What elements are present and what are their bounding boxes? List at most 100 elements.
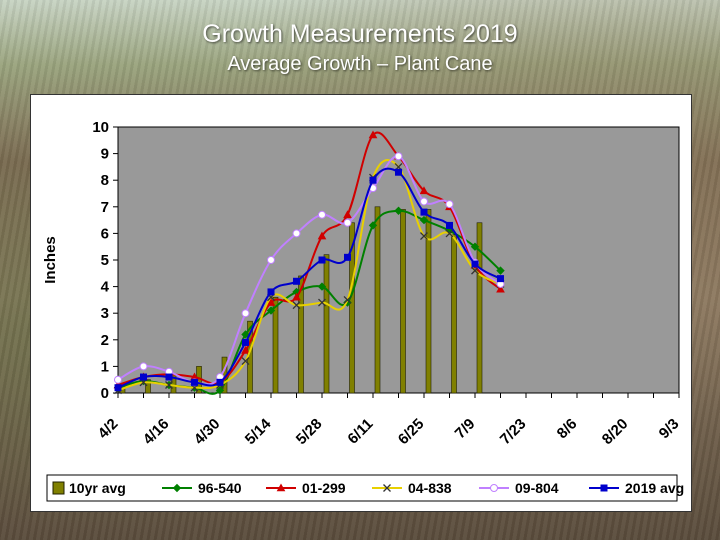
data-point: [266, 306, 276, 315]
y-tick-label: 1: [101, 358, 109, 375]
data-point: [318, 298, 326, 307]
legend-item: 04-838: [372, 480, 452, 496]
data-point: [267, 256, 275, 264]
x-tick-label: 7/23: [497, 415, 530, 448]
data-point: [114, 384, 122, 392]
legend-label: 10yr avg: [69, 480, 126, 496]
data-point: [114, 375, 122, 384]
data-point: [395, 168, 402, 176]
data-point: [165, 381, 173, 389]
data-point: [420, 208, 428, 216]
x-tick-label: 4/16: [140, 415, 173, 448]
y-tick-label: 7: [101, 199, 109, 216]
x-tick-label: 6/25: [395, 415, 428, 448]
y-tick-label: 2: [101, 332, 109, 349]
bar: [145, 379, 151, 394]
legend-label: 2019 avg: [625, 480, 684, 496]
data-point: [216, 378, 224, 386]
data-point: [344, 253, 351, 261]
legend-swatch: [52, 481, 65, 495]
bar: [425, 209, 432, 394]
growth-chart: 0 1 2 3 4 5 6 7 8 9 10 4/2 4/16 4/30 5/14 5/28 6/11 6/25…: [42, 119, 684, 502]
bar: [400, 209, 406, 394]
x-tick-label: 9/3: [656, 415, 683, 442]
data-point: [490, 484, 498, 492]
y-tick-label: 5: [101, 252, 109, 269]
data-point: [369, 176, 377, 184]
legend-item: 01-299: [266, 480, 346, 496]
data-point: [394, 152, 403, 161]
series-line: [117, 131, 502, 386]
data-point: [446, 221, 453, 229]
bar: [323, 254, 330, 394]
data-point: [471, 260, 479, 268]
data-point: [445, 229, 454, 238]
data-point: [600, 484, 608, 492]
x-tick-label: 8/6: [554, 415, 581, 442]
bar: [298, 275, 304, 394]
legend-label: 96-540: [198, 480, 242, 496]
data-point: [292, 292, 301, 301]
data-point: [172, 483, 182, 493]
data-point: [292, 229, 301, 238]
y-tick-label: 3: [101, 305, 109, 322]
bar: [451, 234, 457, 394]
slide-title: Growth Measurements 2019: [202, 20, 518, 48]
data-point: [293, 277, 300, 285]
data-point: [471, 266, 479, 275]
data-point: [139, 362, 148, 371]
data-point: [241, 330, 250, 339]
x-tick-label: 5/28: [293, 415, 326, 448]
data-point: [496, 266, 505, 275]
data-point: [191, 378, 198, 386]
x-tick-label: 6/11: [344, 415, 376, 447]
data-point: [276, 483, 286, 492]
data-point: [496, 284, 505, 293]
series-line: [117, 167, 501, 389]
data-point: [343, 210, 352, 219]
y-tick-label: 8: [101, 172, 109, 189]
data-point: [317, 231, 327, 240]
y-tick-label: 6: [101, 225, 109, 242]
x-tick-label: 8/20: [599, 415, 632, 448]
legend: [46, 474, 678, 502]
y-tick-label: 0: [101, 385, 109, 402]
slide-subtitle: Average Growth – Plant Cane: [227, 53, 493, 75]
legend-item: 2019 avg: [589, 480, 684, 496]
data-point: [215, 386, 225, 395]
y-tick-label: 10: [92, 119, 109, 136]
y-axis-title: Inches: [42, 236, 59, 284]
data-point: [165, 373, 173, 381]
data-point: [420, 232, 428, 241]
x-tick-label: 7/9: [452, 415, 479, 442]
data-point: [383, 484, 391, 492]
data-point: [241, 345, 250, 354]
data-point: [140, 373, 147, 381]
data-point: [419, 186, 429, 195]
data-point: [267, 288, 275, 296]
series-line: [117, 159, 501, 392]
data-point: [497, 275, 504, 283]
series-line: [117, 155, 502, 386]
y-tick-label: 9: [101, 146, 109, 163]
data-point: [470, 242, 480, 251]
legend-item: 09-804: [479, 480, 559, 496]
data-point: [343, 218, 352, 227]
legend-item: 96-540: [162, 480, 242, 496]
data-point: [445, 200, 454, 209]
data-point: [419, 215, 429, 225]
data-point: [266, 298, 276, 306]
y-tick-label: 4: [101, 279, 110, 296]
legend-label: 09-804: [515, 480, 559, 496]
bar: [272, 296, 279, 394]
bar: [349, 222, 355, 394]
chart-panel: 0 1 2 3 4 5 6 7 8 9 10 4/2 4/16 4/30 5/14 5/28 6/11 6/25…: [30, 94, 692, 512]
x-tick-label: 5/14: [242, 415, 275, 448]
data-point: [420, 197, 428, 206]
data-point: [318, 256, 326, 264]
data-point: [241, 309, 250, 318]
data-point: [242, 338, 249, 346]
data-point: [343, 295, 352, 304]
x-tick-label: 4/2: [95, 415, 122, 442]
data-point: [317, 282, 327, 291]
